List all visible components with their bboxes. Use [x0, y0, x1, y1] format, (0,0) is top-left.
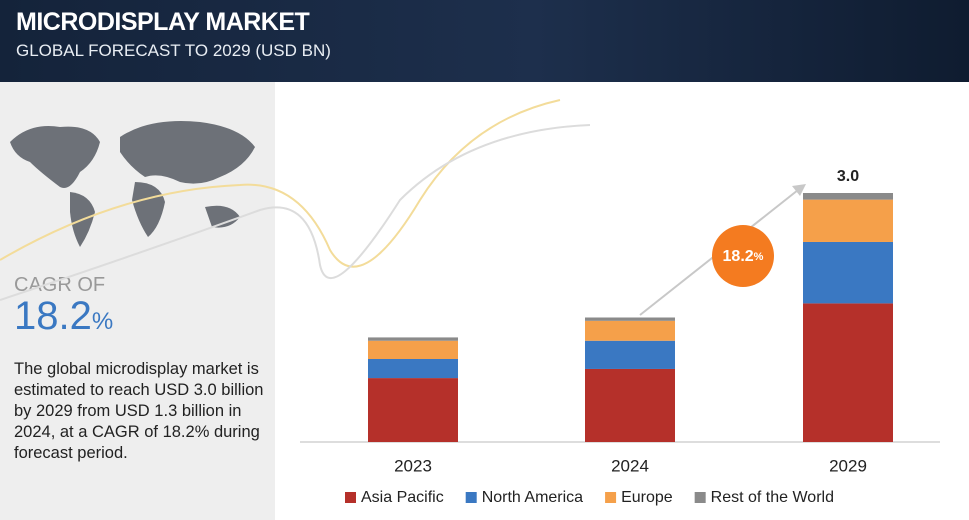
x-tick-label: 2023 — [394, 456, 432, 475]
subtitle: GLOBAL FORECAST TO 2029 (USD BN) — [16, 41, 331, 60]
total-label: 3.0 — [837, 168, 859, 185]
sidebar: CAGR OF 18.2% The global microdisplay ma… — [0, 82, 275, 520]
world-map — [10, 121, 255, 247]
bar-segment — [368, 340, 458, 359]
header: MICRODISPLAY MARKET GLOBAL FORECAST TO 2… — [0, 0, 969, 82]
cagr-bubble-unit: % — [754, 251, 764, 263]
legend-swatch — [605, 492, 617, 503]
legend-swatch — [345, 492, 356, 503]
growth-arrow — [639, 189, 799, 316]
bar-segment — [585, 320, 675, 341]
bar-segment — [368, 378, 458, 442]
legend-label: Asia Pacific — [361, 489, 444, 506]
bar-segment — [368, 359, 458, 379]
legend-swatch — [694, 492, 706, 503]
x-tick-label: 2024 — [611, 456, 649, 475]
description: The global microdisplay market is estima… — [14, 360, 264, 462]
bar-segment — [803, 193, 893, 200]
legend-label: North America — [482, 489, 583, 506]
cagr-bubble-value: 18.2 — [723, 248, 754, 265]
bar-segment — [368, 337, 458, 341]
cagr-bubble — [712, 225, 774, 287]
bar-segment — [585, 340, 675, 369]
bar-segment — [803, 199, 893, 242]
title: MICRODISPLAY MARKET — [16, 8, 310, 36]
cagr-value: 18.2% — [14, 294, 113, 339]
arrow-head — [792, 184, 806, 196]
bar-segment — [803, 241, 893, 304]
legend-label: Rest of the World — [711, 489, 834, 506]
x-tick-label: 2029 — [829, 456, 867, 475]
bar-segment — [585, 368, 675, 442]
legend-label: Europe — [621, 489, 673, 506]
bar-segment — [803, 303, 893, 442]
bar-segment — [585, 317, 675, 321]
cagr-bubble-text: 18.2% — [723, 248, 764, 265]
legend-swatch — [465, 492, 477, 503]
cagr-number: 18.2 — [14, 294, 92, 338]
cagr-unit: % — [91, 308, 114, 335]
